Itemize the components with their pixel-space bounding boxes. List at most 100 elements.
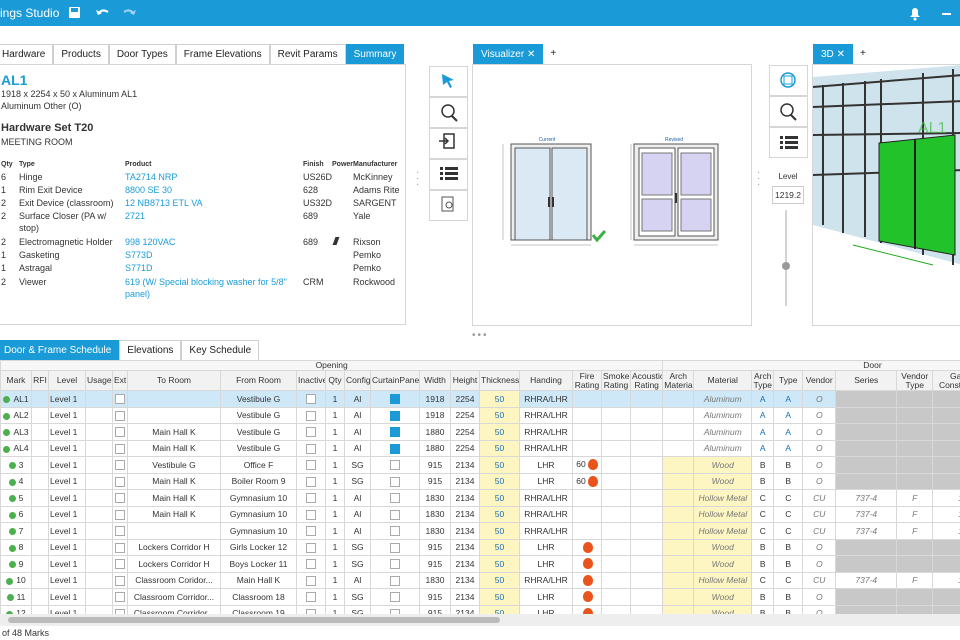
- checkbox[interactable]: [115, 410, 125, 421]
- checkbox[interactable]: [306, 427, 316, 438]
- add-tab[interactable]: +: [543, 44, 564, 64]
- column-header[interactable]: Gauge Construction: [932, 370, 960, 391]
- column-header[interactable]: Height: [450, 370, 480, 391]
- column-header[interactable]: Series: [835, 370, 898, 391]
- column-header[interactable]: Fire Rating: [572, 370, 602, 391]
- column-header[interactable]: CurtainPanel: [370, 370, 420, 391]
- scroll-thumb[interactable]: [8, 617, 500, 623]
- tab[interactable]: Key Schedule: [181, 340, 260, 360]
- 3d-tab[interactable]: 3D ✕: [813, 44, 853, 64]
- checkbox[interactable]: [306, 608, 316, 614]
- checkbox[interactable]: [306, 476, 316, 487]
- schedule-row[interactable]: 8 Level 1 Lockers Corridor H Girls Locker 1…: [0, 538, 960, 556]
- checkbox[interactable]: [115, 559, 125, 570]
- checkbox[interactable]: [115, 394, 125, 405]
- column-header[interactable]: Config: [344, 370, 371, 391]
- checkbox[interactable]: [306, 443, 316, 454]
- schedule-row[interactable]: 9 Level 1 Lockers Corridor H Boys Locker 11…: [0, 555, 960, 573]
- checkbox[interactable]: [306, 410, 316, 421]
- tab[interactable]: Door Types: [108, 44, 176, 64]
- column-header[interactable]: From Room: [220, 370, 297, 391]
- checkbox[interactable]: [306, 460, 316, 471]
- checkbox[interactable]: [390, 509, 400, 520]
- column-header[interactable]: Mark: [0, 370, 32, 391]
- checkbox[interactable]: [390, 575, 400, 586]
- column-header[interactable]: Width: [419, 370, 451, 391]
- visualizer-tab[interactable]: Visualizer ✕: [473, 44, 544, 64]
- schedule-row[interactable]: 3 Level 1 Vestibule G Office F 1 SG 915 2134 50 L…: [0, 456, 960, 474]
- column-header[interactable]: Arch Type: [751, 370, 775, 391]
- checkbox[interactable]: [306, 526, 316, 537]
- column-header[interactable]: Ext: [112, 370, 128, 391]
- column-header[interactable]: To Room: [127, 370, 221, 391]
- schedule-row[interactable]: 4 Level 1 Main Hall K Boiler Room 9 1 SG 915 21…: [0, 472, 960, 490]
- column-header[interactable]: Arch Material: [662, 370, 695, 391]
- toolbar-icons[interactable]: [66, 5, 146, 21]
- column-header[interactable]: Qty: [325, 370, 345, 391]
- tab[interactable]: Summary: [345, 44, 405, 64]
- schedule-row[interactable]: AL3 Level 1 Main Hall K Vestibule G 1 Al 1880 2…: [0, 423, 960, 441]
- checkbox[interactable]: [115, 509, 125, 520]
- checkbox[interactable]: [306, 493, 316, 504]
- tab[interactable]: Revit Params: [269, 44, 346, 64]
- checkbox[interactable]: [390, 443, 400, 454]
- column-header[interactable]: Smoke Rating: [601, 370, 631, 391]
- schedule-row[interactable]: 7 Level 1 Gymnasium 10 1 Al 1830 2134 50 RHRA/LH…: [0, 522, 960, 540]
- checkbox[interactable]: [390, 542, 400, 553]
- checkbox[interactable]: [115, 542, 125, 553]
- column-header[interactable]: Handing: [519, 370, 573, 391]
- checkbox[interactable]: [390, 460, 400, 471]
- tab[interactable]: Elevations: [119, 340, 182, 360]
- checkbox[interactable]: [306, 509, 316, 520]
- checkbox[interactable]: [306, 575, 316, 586]
- checkbox[interactable]: [115, 493, 125, 504]
- checkbox[interactable]: [390, 592, 400, 603]
- column-header[interactable]: Vendor Type: [896, 370, 934, 391]
- checkbox[interactable]: [115, 608, 125, 614]
- checkbox[interactable]: [115, 526, 125, 537]
- splitter[interactable]: •••: [472, 330, 489, 341]
- checkbox[interactable]: [390, 526, 400, 537]
- checkbox[interactable]: [306, 394, 316, 405]
- checkbox[interactable]: [390, 427, 400, 438]
- checkbox[interactable]: [115, 575, 125, 586]
- checkbox[interactable]: [306, 592, 316, 603]
- column-header[interactable]: Level: [48, 370, 86, 391]
- window-icons[interactable]: [905, 5, 960, 21]
- add-tab[interactable]: +: [852, 44, 873, 64]
- column-header[interactable]: RFI: [31, 370, 49, 391]
- column-header[interactable]: Vendor: [802, 370, 837, 391]
- column-header[interactable]: Material: [693, 370, 753, 391]
- tab[interactable]: Door & Frame Schedule: [0, 340, 120, 360]
- 3d-tool-buttons[interactable]: [769, 65, 809, 160]
- checkbox[interactable]: [390, 394, 400, 405]
- schedule-row[interactable]: 6 Level 1 Main Hall K Gymnasium 10 1 Al 1830 21…: [0, 505, 960, 523]
- level-slider[interactable]: [780, 208, 792, 308]
- column-header[interactable]: Type: [773, 370, 804, 391]
- checkbox[interactable]: [390, 493, 400, 504]
- checkbox[interactable]: [115, 460, 125, 471]
- schedule-row[interactable]: AL1 Level 1 Vestibule G 1 Al 1918 2254 50 RHRA/L…: [0, 390, 960, 408]
- schedule-row[interactable]: AL4 Level 1 Main Hall K Vestibule G 1 Al 1880 2…: [0, 439, 960, 457]
- tab[interactable]: Products: [53, 44, 109, 64]
- scrollbar[interactable]: [0, 614, 960, 626]
- checkbox[interactable]: [115, 427, 125, 438]
- schedule-row[interactable]: 12 Level 1 Classroom Corridor... Classroom …: [0, 604, 960, 614]
- column-header[interactable]: Usage: [85, 370, 113, 391]
- checkbox[interactable]: [390, 559, 400, 570]
- checkbox[interactable]: [390, 410, 400, 421]
- checkbox[interactable]: [390, 476, 400, 487]
- schedule-row[interactable]: 5 Level 1 Main Hall K Gymnasium 10 1 Al 1830 21…: [0, 489, 960, 507]
- tool-buttons[interactable]: [429, 66, 469, 226]
- checkbox[interactable]: [115, 443, 125, 454]
- checkbox[interactable]: [306, 559, 316, 570]
- splitter[interactable]: · · ·: [416, 167, 420, 190]
- column-header[interactable]: Acoustic Rating: [629, 370, 664, 391]
- column-header[interactable]: Thickness: [479, 370, 520, 391]
- tab[interactable]: Frame Elevations: [175, 44, 270, 64]
- schedule-row[interactable]: 10 Level 1 Classroom Coridor... Main Hall K…: [0, 571, 960, 589]
- checkbox[interactable]: [390, 608, 400, 614]
- schedule-row[interactable]: AL2 Level 1 Vestibule G 1 Al 1918 2254 50 RHRA/L…: [0, 406, 960, 424]
- column-header[interactable]: Inactive: [296, 370, 326, 391]
- schedule-row[interactable]: 11 Level 1 Classroom Corridor... Classroom …: [0, 588, 960, 606]
